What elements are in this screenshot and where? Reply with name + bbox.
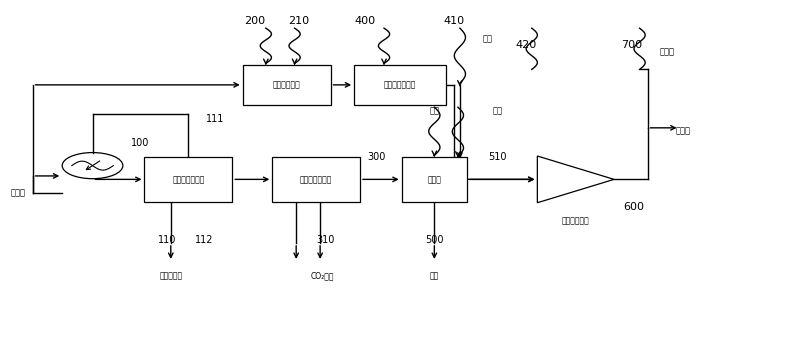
Text: 210: 210 bbox=[288, 16, 309, 26]
Text: 110: 110 bbox=[158, 235, 176, 245]
Text: 变压吸附提纯氢: 变压吸附提纯氢 bbox=[384, 80, 416, 89]
Text: 310: 310 bbox=[317, 235, 335, 245]
Text: 300: 300 bbox=[368, 152, 386, 162]
Text: 液氨洗: 液氨洗 bbox=[427, 175, 442, 184]
Text: 合成气压缩机: 合成气压缩机 bbox=[562, 216, 590, 225]
Polygon shape bbox=[538, 156, 614, 203]
FancyBboxPatch shape bbox=[354, 65, 446, 105]
Text: 500: 500 bbox=[425, 235, 443, 245]
Text: 含硫酸性气: 含硫酸性气 bbox=[159, 271, 182, 280]
Text: 200: 200 bbox=[244, 16, 266, 26]
Text: 变压吸附脱碳: 变压吸附脱碳 bbox=[273, 80, 301, 89]
Text: 400: 400 bbox=[354, 16, 375, 26]
Text: 420: 420 bbox=[515, 40, 537, 50]
Text: 700: 700 bbox=[621, 40, 642, 50]
FancyBboxPatch shape bbox=[145, 157, 232, 202]
Text: 氮气: 氮气 bbox=[483, 34, 493, 43]
Text: 510: 510 bbox=[488, 152, 506, 162]
Text: 低温甲醇洗脱硫: 低温甲醇洗脱硫 bbox=[172, 175, 205, 184]
Text: 410: 410 bbox=[444, 16, 465, 26]
Text: 合成气: 合成气 bbox=[660, 48, 675, 57]
Text: 合成气: 合成气 bbox=[675, 127, 690, 136]
Text: 600: 600 bbox=[623, 202, 645, 212]
Text: 氨气: 氨气 bbox=[430, 106, 439, 115]
Text: 100: 100 bbox=[131, 138, 150, 148]
Text: 112: 112 bbox=[195, 235, 214, 245]
FancyBboxPatch shape bbox=[242, 65, 330, 105]
Text: 尾气: 尾气 bbox=[430, 271, 439, 280]
FancyBboxPatch shape bbox=[402, 157, 467, 202]
Text: CO₂产品: CO₂产品 bbox=[310, 271, 334, 280]
Text: 氨气: 氨气 bbox=[493, 106, 502, 115]
Text: 低温甲醇洗脱碳: 低温甲醇洗脱碳 bbox=[300, 175, 332, 184]
Text: 111: 111 bbox=[206, 114, 224, 124]
FancyBboxPatch shape bbox=[272, 157, 360, 202]
Text: 变换气: 变换气 bbox=[10, 189, 26, 198]
